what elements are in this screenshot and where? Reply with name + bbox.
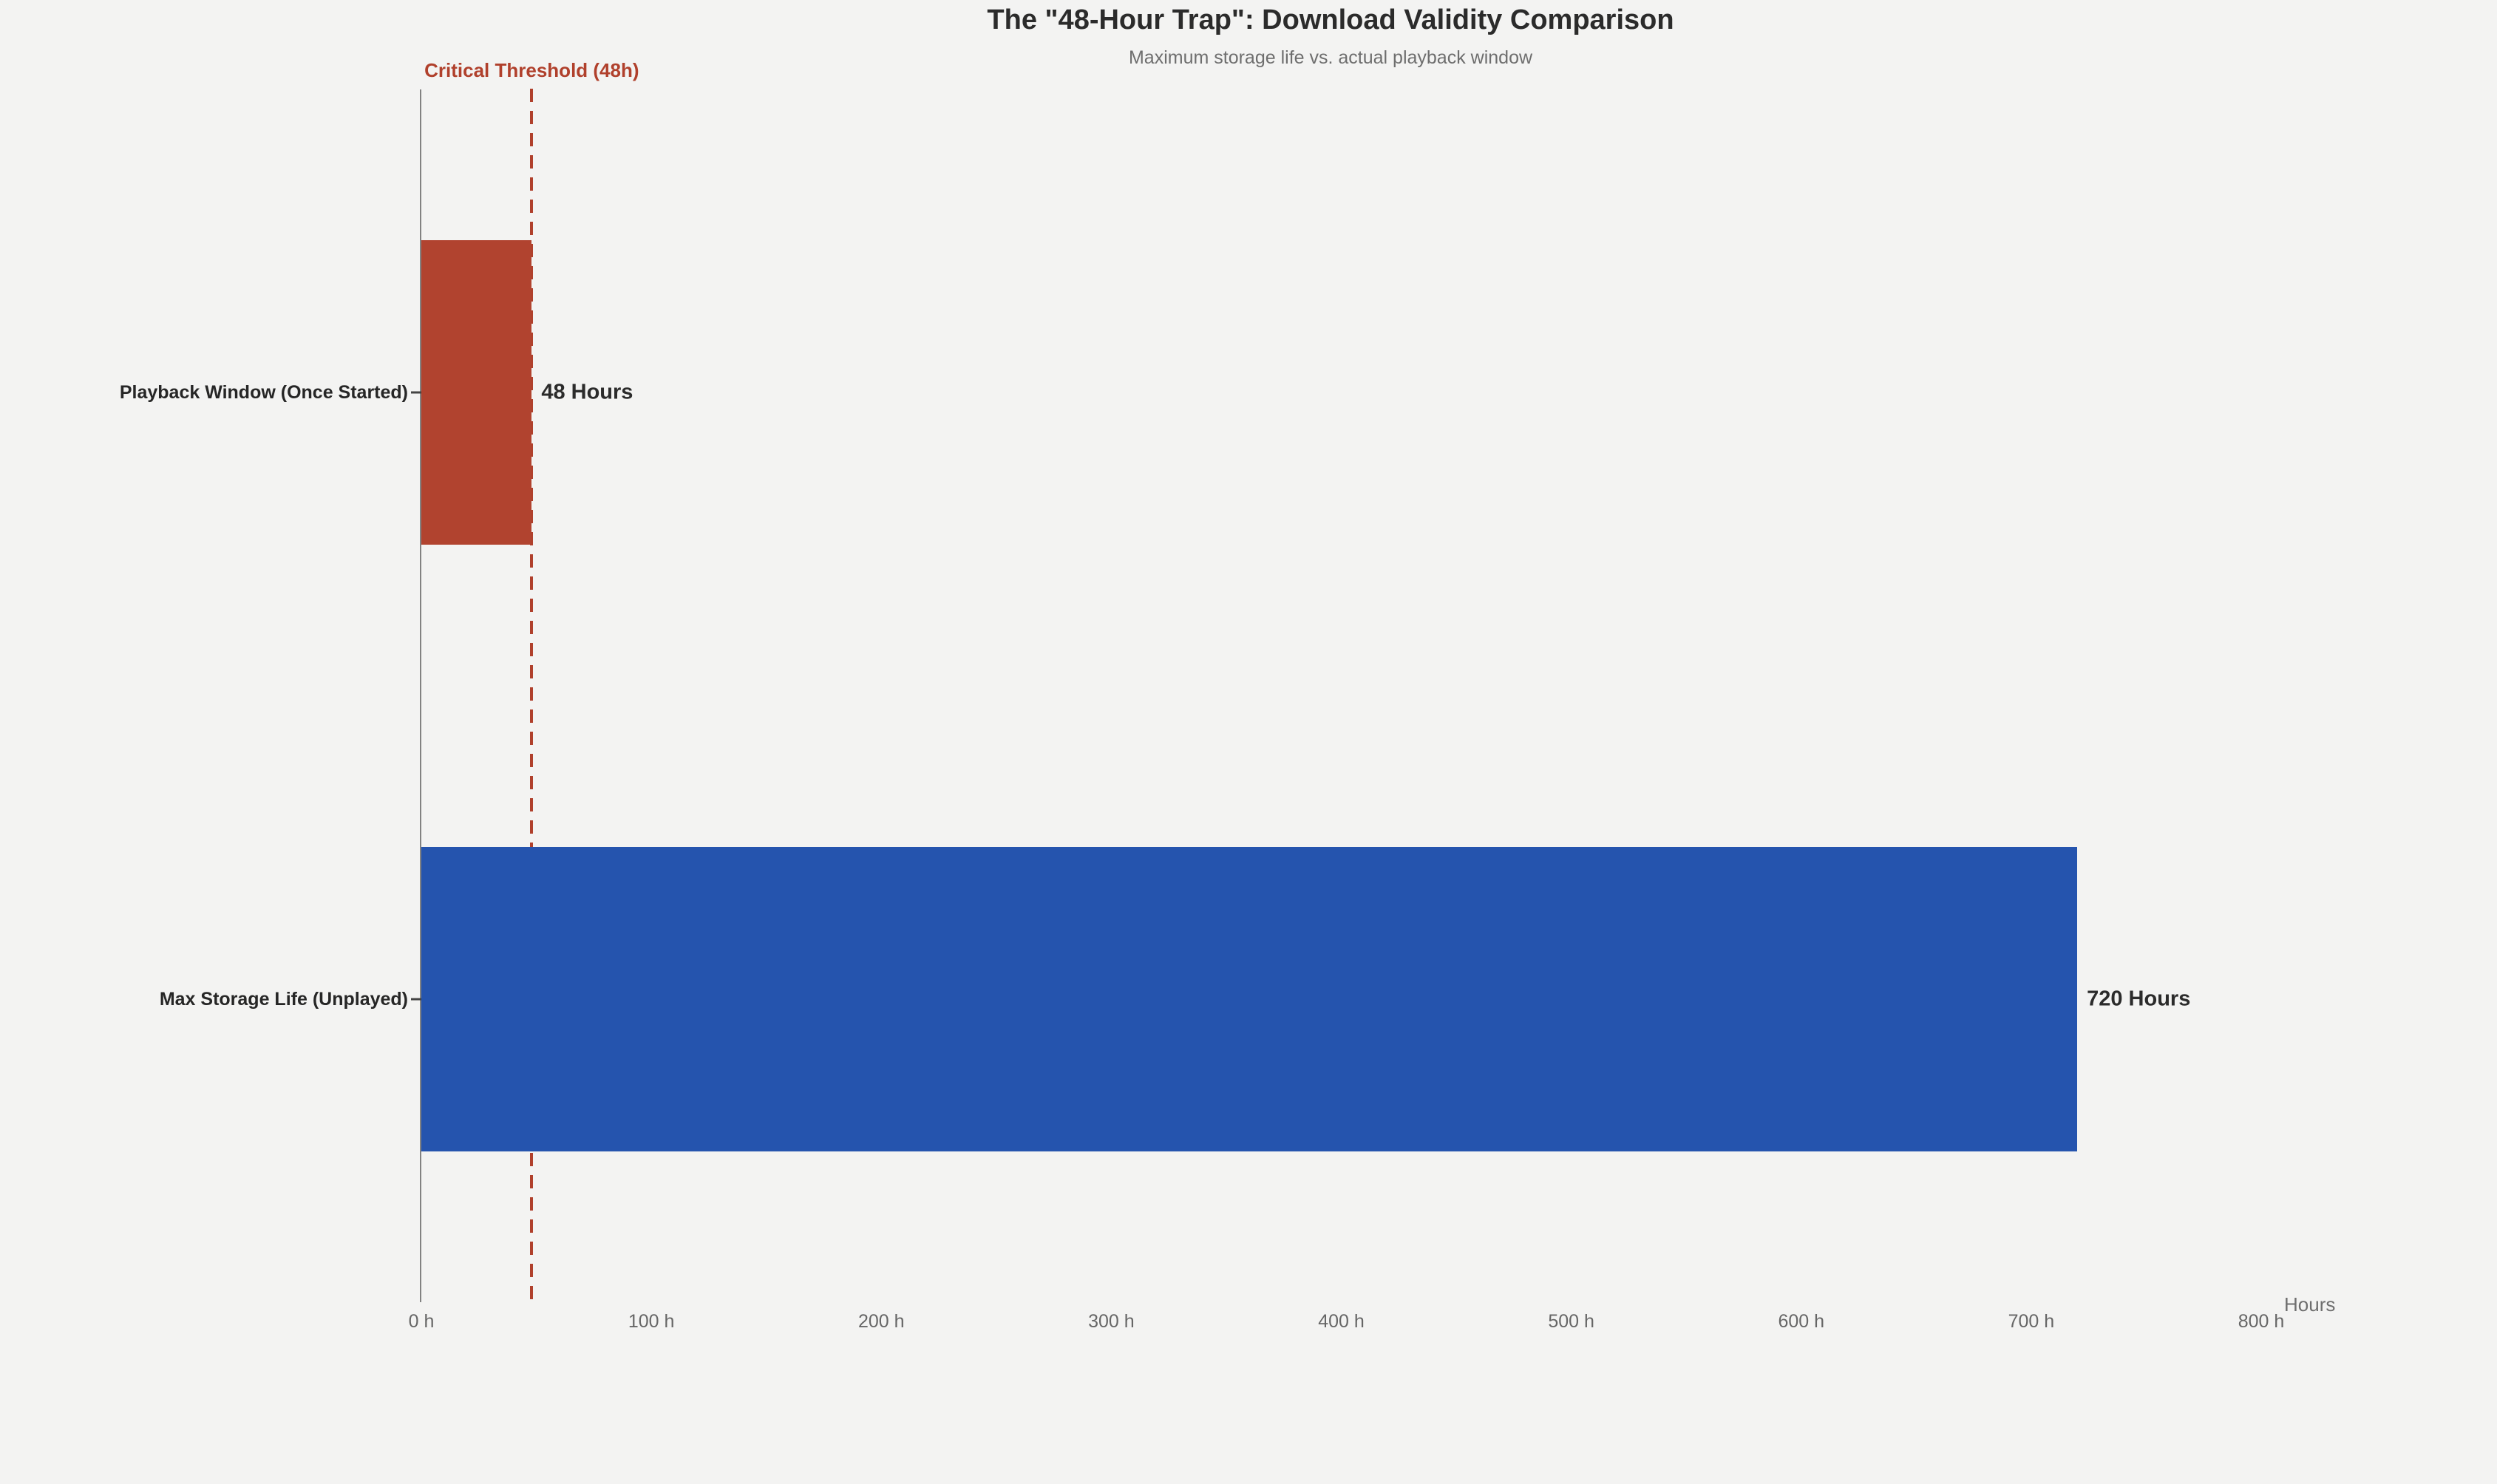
value-label-max-storage: 720 Hours bbox=[2087, 987, 2191, 1011]
x-tick-label-700: 700 h bbox=[2008, 1311, 2055, 1332]
bar-playback-window bbox=[421, 240, 532, 545]
x-tick-label-300: 300 h bbox=[1088, 1311, 1135, 1332]
x-tick-label-0: 0 h bbox=[408, 1311, 435, 1332]
category-tick-max-storage bbox=[411, 998, 421, 1001]
category-tick-playback-window bbox=[411, 391, 421, 394]
x-tick-label-600: 600 h bbox=[1778, 1311, 1825, 1332]
x-tick-label-200: 200 h bbox=[857, 1311, 905, 1332]
threshold-label: Critical Threshold (48h) bbox=[424, 59, 639, 81]
category-label-playback-window: Playback Window (Once Started) bbox=[119, 382, 408, 403]
threshold-dashed-line bbox=[530, 89, 534, 1304]
chart-subtitle: Maximum storage life vs. actual playback… bbox=[1128, 47, 1533, 68]
category-label-max-storage: Max Storage Life (Unplayed) bbox=[159, 989, 408, 1010]
x-tick-label-400: 400 h bbox=[1318, 1311, 1365, 1332]
x-axis-title: Hours bbox=[2284, 1293, 2336, 1315]
y-axis-line bbox=[420, 89, 421, 1302]
bar-max-storage bbox=[421, 847, 2078, 1151]
x-tick-label-500: 500 h bbox=[1548, 1311, 1594, 1332]
value-label-playback-window: 48 Hours bbox=[541, 380, 633, 404]
x-tick-label-800: 800 h bbox=[2238, 1311, 2285, 1332]
chart-title: The "48-Hour Trap": Download Validity Co… bbox=[987, 4, 1674, 35]
x-tick-label-100: 100 h bbox=[628, 1311, 675, 1332]
